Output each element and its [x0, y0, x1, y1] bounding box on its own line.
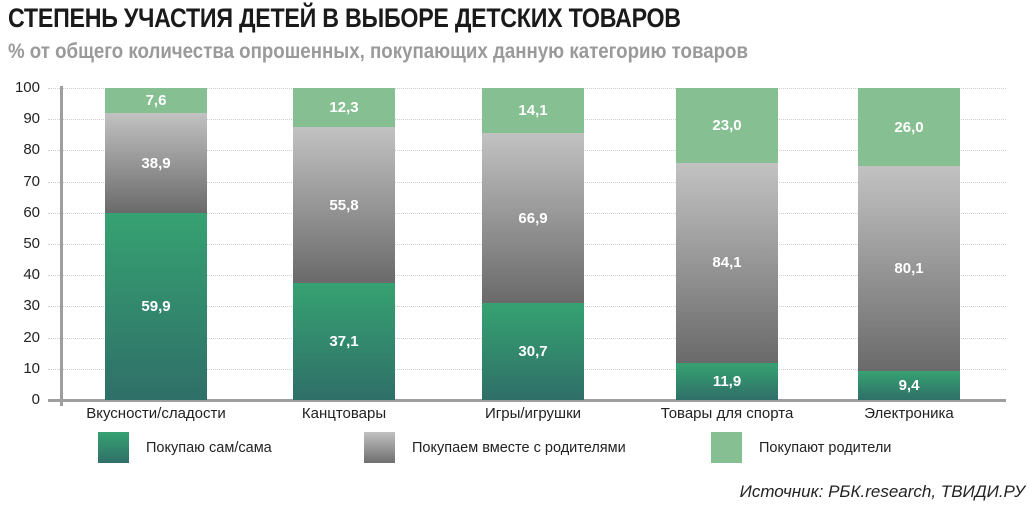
y-axis-line — [60, 86, 63, 406]
stacked-bar: 37,1 55,8 12,3 — [293, 88, 395, 400]
y-tick-label: 80 — [23, 141, 40, 159]
stacked-bar: 30,7 66,9 14,1 — [482, 88, 584, 400]
y-tick-label: 40 — [23, 266, 40, 284]
bar-segment-self: 9,4 — [858, 370, 960, 400]
x-category-label: Вкусности/сладости — [86, 405, 226, 422]
legend-label-parents: Покупают родители — [759, 440, 892, 456]
y-tick-label: 50 — [23, 235, 40, 252]
x-category-label: Товары для спорта — [660, 405, 794, 422]
chart-title: СТЕПЕНЬ УЧАСТИЯ ДЕТЕЙ В ВЫБОРЕ ДЕТСКИХ Т… — [8, 3, 681, 33]
bar-segment-parents: 26,0 — [858, 88, 960, 166]
bar-segment-together: 55,8 — [293, 127, 395, 284]
bar-segment-together: 38,9 — [105, 112, 207, 214]
legend-swatch-parents — [711, 432, 742, 463]
x-category-label: Игры/игрушки — [484, 405, 582, 422]
y-tick-label: 20 — [23, 328, 40, 346]
segment-value-label: 55,8 — [329, 196, 359, 214]
segment-value-label: 84,1 — [712, 254, 742, 272]
stacked-bar: 11,9 84,1 23,0 — [676, 88, 778, 400]
legend-label-self: Покупаю сам/сама — [146, 440, 272, 456]
y-tick-label: 60 — [23, 203, 40, 221]
bar-segment-self: 59,9 — [105, 213, 207, 400]
source-note: Источник: РБК.research, ТВИДИ.РУ — [739, 482, 1025, 501]
y-tick-label: 10 — [23, 359, 40, 377]
bar-segment-parents: 12,3 — [293, 88, 395, 127]
segment-value-label: 9,4 — [898, 376, 920, 394]
segment-value-label: 12,3 — [329, 99, 359, 116]
bar-segment-together: 66,9 — [482, 132, 584, 304]
legend-swatch-together — [364, 432, 395, 463]
bar-segment-self: 11,9 — [676, 362, 778, 400]
segment-value-label: 26,0 — [894, 118, 924, 136]
segment-value-label: 66,9 — [518, 209, 548, 227]
segment-value-label: 37,1 — [329, 333, 359, 351]
x-category-label: Канцтовары — [301, 405, 387, 422]
chart-plot-area: 100 90 80 70 60 50 40 30 20 10 0 59,9 38,9 7,6 37,1 55… — [14, 79, 1006, 422]
y-tick-label: 70 — [23, 172, 40, 190]
bar-segment-parents: 7,6 — [105, 88, 207, 113]
bar-segment-self: 30,7 — [482, 303, 584, 400]
bar-segment-self: 37,1 — [293, 283, 395, 400]
segment-value-label: 23,0 — [712, 116, 742, 134]
x-axis-line — [48, 399, 1006, 402]
segment-value-label: 7,6 — [145, 91, 167, 109]
bar-segment-together: 84,1 — [676, 162, 778, 363]
y-tick-label: 100 — [14, 79, 40, 96]
y-tick-label: 0 — [31, 391, 40, 408]
segment-value-label: 80,1 — [894, 259, 924, 277]
bar-segment-parents: 14,1 — [482, 88, 584, 133]
legend-label-together: Покупаем вместе с родителями — [412, 440, 626, 456]
bar-segment-together: 80,1 — [858, 166, 960, 371]
y-tick-label: 30 — [23, 297, 40, 315]
stacked-bar: 59,9 38,9 7,6 — [105, 88, 207, 400]
y-tick-label: 90 — [23, 110, 40, 128]
segment-value-label: 14,1 — [518, 101, 548, 119]
legend-swatch-self — [98, 432, 129, 463]
segment-value-label: 59,9 — [141, 298, 171, 316]
segment-value-label: 30,7 — [518, 343, 548, 361]
chart-subtitle: % от общего количества опрошенных, покуп… — [8, 40, 748, 63]
segment-value-label: 11,9 — [712, 372, 742, 390]
bar-segment-parents: 23,0 — [676, 88, 778, 163]
x-category-label: Электроника — [864, 405, 954, 422]
segment-value-label: 38,9 — [141, 154, 171, 172]
stacked-bar: 9,4 80,1 26,0 — [858, 88, 960, 400]
